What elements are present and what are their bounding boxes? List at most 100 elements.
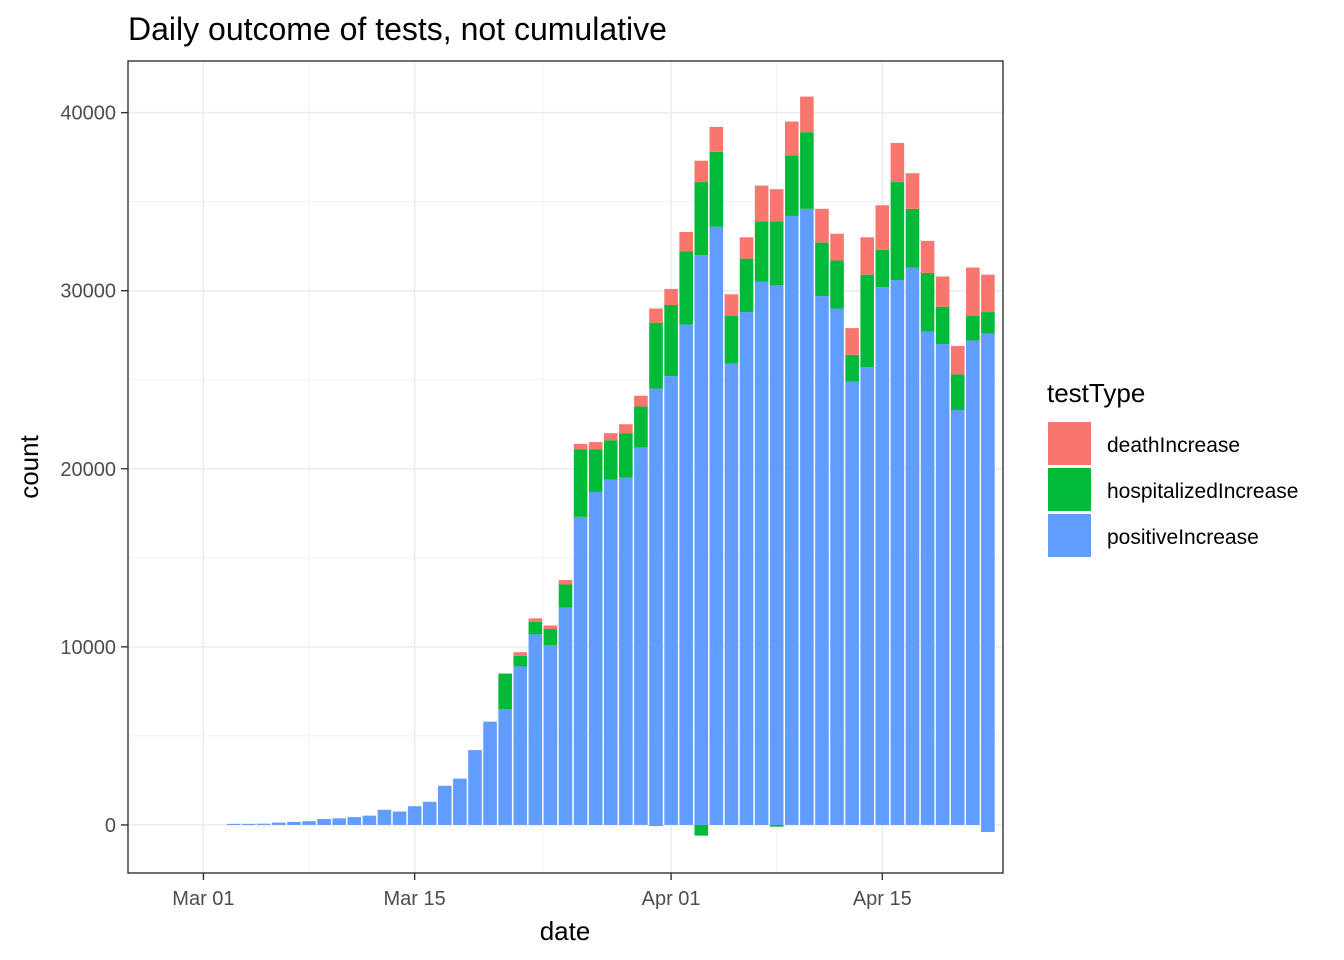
bar-positiveIncrease (573, 516, 588, 825)
bar-hospitalizedIncrease (709, 151, 724, 227)
legend-label-hospitalizedIncrease: hospitalizedIncrease (1107, 480, 1298, 503)
bar-positiveIncrease (543, 645, 558, 825)
bar-positiveIncrease (241, 823, 256, 825)
bar-hospitalizedIncrease (875, 249, 890, 288)
y-tick-label: 10000 (60, 637, 116, 659)
bar-hospitalizedIncrease (981, 312, 995, 334)
bar-deathIncrease (845, 328, 859, 355)
bar-hospitalizedIncrease (694, 182, 709, 256)
bar-positiveIncrease (860, 367, 875, 825)
legend-label-positiveIncrease: positiveIncrease (1107, 526, 1259, 549)
bar-positiveIncrease (377, 809, 392, 825)
bar-positiveIncrease (981, 333, 995, 825)
bar-hospitalizedIncrease-negative (694, 824, 709, 836)
legend-title: testType (1047, 378, 1145, 408)
bar-positiveIncrease (845, 381, 859, 825)
bar-hospitalizedIncrease (860, 274, 875, 368)
bar-positiveIncrease (950, 410, 965, 825)
bar-hospitalizedIncrease (815, 242, 829, 297)
bar-hospitalizedIncrease (573, 449, 588, 517)
bar-positiveIncrease (800, 208, 814, 825)
bar-deathIncrease (724, 294, 739, 316)
bar-positiveIncrease (468, 750, 482, 825)
bar-positiveIncrease (769, 285, 784, 825)
bar-positiveIncrease (890, 280, 905, 825)
bar-hospitalizedIncrease (664, 304, 678, 377)
x-tick-label: Mar 01 (172, 888, 234, 910)
bar-positiveIncrease-negative (981, 824, 995, 833)
bar-deathIncrease (860, 237, 875, 275)
bar-positiveIncrease (332, 818, 346, 825)
bar-hospitalizedIncrease (498, 673, 512, 710)
bar-positiveIncrease (588, 491, 603, 825)
bar-positiveIncrease (709, 226, 724, 825)
bar-deathIncrease (754, 185, 769, 222)
bar-positiveIncrease (438, 785, 452, 825)
bars (226, 96, 995, 836)
bar-hospitalizedIncrease (905, 208, 920, 268)
bar-positiveIncrease (453, 778, 467, 825)
bar-deathIncrease (950, 345, 965, 375)
bar-deathIncrease (649, 308, 663, 323)
bar-deathIncrease (935, 276, 950, 307)
bar-hospitalizedIncrease-negative (649, 824, 663, 826)
bar-positiveIncrease (317, 819, 331, 825)
bar-hospitalizedIncrease (800, 132, 814, 209)
bar-hospitalizedIncrease (619, 433, 633, 478)
bar-positiveIncrease (664, 376, 678, 825)
bar-positiveIncrease (905, 267, 920, 825)
bar-hospitalizedIncrease (890, 182, 905, 281)
bar-positiveIncrease (619, 477, 633, 825)
bar-deathIncrease (619, 424, 633, 434)
bar-positiveIncrease (287, 821, 301, 825)
bar-positiveIncrease (256, 823, 271, 825)
x-axis-title: date (540, 916, 591, 946)
bar-hospitalizedIncrease (769, 221, 784, 286)
bar-positiveIncrease (483, 721, 497, 825)
bar-positiveIncrease (513, 666, 528, 825)
bar-positiveIncrease (920, 331, 935, 825)
bar-hospitalizedIncrease (830, 260, 844, 309)
bar-positiveIncrease (407, 806, 422, 825)
bar-positiveIncrease (935, 344, 950, 825)
bar-hospitalizedIncrease (739, 258, 754, 313)
legend: testType deathIncrease hospitalizedIncrea… (1047, 378, 1298, 557)
legend-key-positiveIncrease (1048, 514, 1091, 557)
bar-positiveIncrease (875, 287, 890, 825)
bar-hospitalizedIncrease (558, 584, 573, 608)
bar-deathIncrease (905, 173, 920, 209)
bar-hospitalizedIncrease (649, 322, 663, 389)
bar-deathIncrease (815, 208, 829, 243)
bar-hospitalizedIncrease (724, 315, 739, 364)
bar-deathIncrease (528, 618, 543, 622)
bar-positiveIncrease (754, 281, 769, 825)
y-tick-label: 0 (105, 815, 116, 837)
bar-hospitalizedIncrease-negative (769, 824, 784, 827)
legend-key-deathIncrease (1048, 422, 1091, 465)
bar-positiveIncrease (302, 821, 316, 825)
bar-positiveIncrease (679, 324, 693, 825)
bar-deathIncrease (769, 189, 784, 222)
bar-deathIncrease (573, 443, 588, 450)
bar-hospitalizedIncrease (679, 251, 693, 325)
bar-positiveIncrease (362, 815, 377, 825)
bar-hospitalizedIncrease (588, 449, 603, 492)
plot-panel-border (127, 60, 1004, 874)
bar-positiveIncrease (422, 801, 437, 825)
legend-key-hospitalizedIncrease (1048, 468, 1091, 511)
bar-positiveIncrease (966, 340, 980, 825)
bar-hospitalizedIncrease (543, 629, 558, 646)
bar-hospitalizedIncrease (845, 354, 859, 382)
bar-positiveIncrease (603, 479, 618, 825)
x-axis-ticks: Mar 01 Mar 15 Apr 01 Apr 15 (172, 873, 912, 910)
y-tick-label: 30000 (60, 281, 116, 303)
bar-positiveIncrease (785, 215, 799, 825)
bar-deathIncrease (588, 442, 603, 450)
bar-hospitalizedIncrease (754, 221, 769, 282)
bar-hospitalizedIncrease (935, 306, 950, 345)
bar-deathIncrease (558, 580, 573, 585)
bar-deathIncrease (966, 267, 980, 316)
y-axis-ticks: 0 10000 20000 30000 40000 (60, 103, 128, 837)
bar-positiveIncrease (815, 296, 829, 825)
